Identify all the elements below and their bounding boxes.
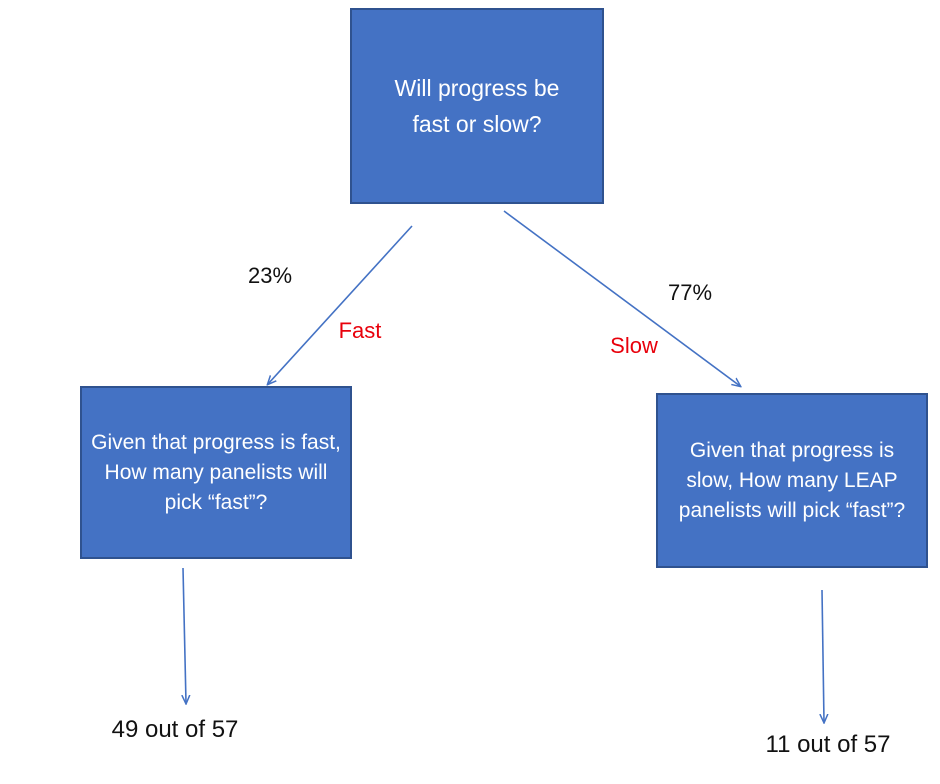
fast-question-box: Given that progress is fast, How many pa…: [80, 386, 352, 559]
slow-question-text: Given that progress is slow, How many LE…: [678, 438, 906, 522]
fast-result: 49 out of 57: [111, 716, 239, 743]
arrow-slow: [503, 210, 740, 386]
fast-probability: 23%: [247, 263, 293, 288]
root-question-text: Will progress be fast or slow?: [394, 75, 560, 137]
fast-question-text: Given that progress is fast, How many pa…: [91, 430, 341, 514]
slow-result: 11 out of 57: [765, 731, 891, 758]
arrow-fast-result: [183, 567, 186, 703]
slow-branch-label: Slow: [610, 333, 658, 358]
slow-probability: 77%: [667, 280, 713, 305]
fast-branch-label: Fast: [338, 318, 382, 343]
root-question-box: Will progress be fast or slow?: [350, 8, 604, 204]
arrow-fast: [268, 225, 413, 384]
arrow-slow-result: [822, 589, 824, 722]
slow-question-box: Given that progress is slow, How many LE…: [656, 393, 928, 568]
